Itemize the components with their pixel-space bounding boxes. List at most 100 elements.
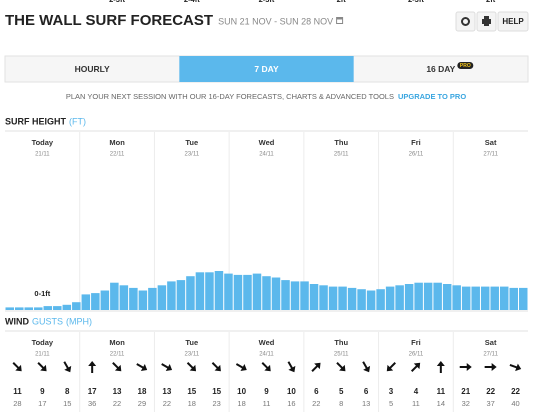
wind-speed: 9: [264, 387, 269, 396]
wind-arrow: [235, 363, 247, 371]
wind-arrow: [186, 362, 197, 372]
day-date: 27/11: [483, 152, 498, 158]
day-name: Mon: [109, 138, 125, 147]
bar: [5, 307, 15, 310]
day-name: Sat: [485, 338, 497, 347]
wind-gust: 8: [339, 399, 343, 408]
surf-range-label: 2-3ft: [109, 0, 125, 4]
wind-speed: 15: [212, 387, 221, 396]
bar: [15, 307, 24, 310]
day-name: Mon: [109, 338, 125, 347]
bar: [395, 285, 404, 310]
wind-speed: 6: [314, 387, 319, 396]
wind-arrow: [37, 362, 47, 372]
wind-arrow: [161, 363, 173, 371]
bar: [328, 286, 338, 310]
wind-gust: 23: [213, 399, 221, 408]
wind-gust: 5: [389, 399, 393, 408]
bar: [281, 280, 290, 310]
wind-gust: 13: [362, 399, 370, 408]
day-date: 23/11: [184, 152, 199, 158]
bar: [452, 285, 461, 310]
wind-speed: 13: [113, 387, 122, 396]
wind-speed: 5: [339, 387, 344, 396]
wind-speed: 3: [389, 387, 394, 396]
section-subtitle: GUSTS: [32, 316, 63, 326]
bar: [385, 286, 395, 310]
bar: [433, 282, 442, 310]
wind-gust: 11: [412, 399, 420, 408]
bar: [24, 307, 34, 310]
help-button[interactable]: HELP: [497, 11, 529, 32]
badge: PRO: [460, 63, 471, 69]
wind-speed: 18: [138, 387, 147, 396]
day-name: Fri: [411, 338, 421, 347]
promo-text: PLAN YOUR NEXT SESSION WITH OUR 16-DAY F…: [66, 92, 394, 101]
wind-gust: 17: [38, 399, 46, 408]
wind-arrow: [436, 361, 445, 373]
bar: [148, 287, 157, 310]
wind-speed: 15: [187, 387, 196, 396]
wind-speed: 17: [88, 387, 97, 396]
bar: [309, 284, 319, 310]
wind-arrow: [336, 362, 346, 372]
bar: [81, 294, 91, 310]
settings-button[interactable]: [455, 11, 476, 32]
day-date: 25/11: [334, 352, 349, 358]
wind-gust: 32: [462, 399, 470, 408]
bar: [319, 285, 328, 310]
tab[interactable]: HOURLY: [75, 64, 110, 74]
day-name: Thu: [334, 338, 348, 347]
wind-arrow: [509, 363, 522, 372]
bar: [290, 281, 300, 310]
bar: [62, 304, 72, 310]
bar: [157, 285, 167, 310]
bar: [471, 286, 480, 310]
bar: [499, 286, 509, 310]
wind-gust: 16: [287, 399, 295, 408]
bar: [442, 284, 452, 310]
bar: [195, 272, 205, 310]
section-unit: (FT): [69, 116, 86, 126]
upgrade-link[interactable]: UPGRADE TO PRO: [398, 92, 466, 101]
wind-arrow: [410, 362, 421, 372]
bar: [53, 306, 62, 310]
bar: [252, 273, 262, 310]
wind-arrow: [88, 361, 97, 373]
bar: [461, 286, 471, 310]
surf-range-label: 2ft: [486, 0, 496, 4]
bar: [119, 285, 129, 310]
bar: [167, 281, 176, 310]
day-name: Today: [32, 338, 54, 347]
tab[interactable]: 16 DAY PRO: [426, 62, 474, 74]
wind-speed: 21: [461, 387, 470, 396]
surf-range-label: 2-3ft: [408, 0, 424, 4]
bar: [262, 276, 271, 310]
wind-gust: 40: [511, 399, 519, 408]
bar: [100, 290, 110, 310]
wind-gust: 15: [63, 399, 71, 408]
bar: [518, 287, 528, 310]
surf-range-label: 2-3ft: [259, 0, 275, 4]
wind-speed: 22: [486, 387, 495, 396]
calendar-icon: [336, 17, 344, 24]
wind-gust: 18: [237, 399, 245, 408]
day-date: 22/11: [110, 352, 125, 358]
wind-arrow: [362, 361, 371, 373]
wind-speed: 22: [511, 387, 520, 396]
wind-arrow: [261, 362, 271, 372]
print-button[interactable]: [476, 11, 497, 32]
tab[interactable]: 7 DAY: [179, 56, 354, 82]
tab-active-bg: [179, 56, 354, 82]
wind-arrow: [484, 363, 497, 371]
day-name: Wed: [259, 338, 275, 347]
wind-arrow: [112, 362, 122, 372]
wind-arrow: [287, 361, 296, 373]
tab-label: 7 DAY: [254, 64, 279, 74]
day-date: 23/11: [184, 352, 199, 358]
day-date: 26/11: [409, 352, 424, 358]
day-name: Sat: [485, 138, 497, 147]
tab-label: HOURLY: [75, 64, 110, 74]
wind-arrow: [63, 361, 72, 373]
